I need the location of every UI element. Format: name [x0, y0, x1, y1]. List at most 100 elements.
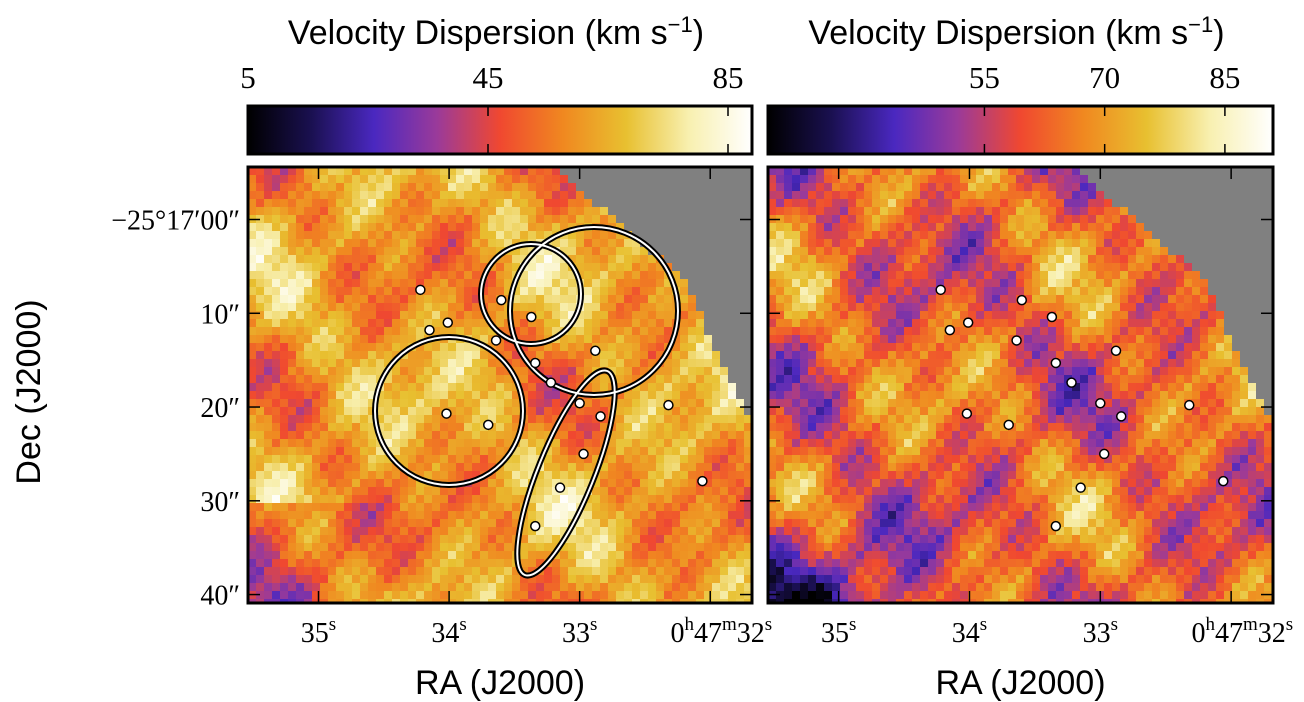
map-cell	[608, 551, 617, 560]
map-cell	[800, 271, 809, 280]
map-cell	[736, 543, 745, 552]
map-cell	[392, 231, 401, 240]
map-cell	[256, 527, 265, 536]
map-cell	[360, 207, 369, 216]
map-cell	[312, 367, 321, 376]
map-cell	[288, 455, 297, 464]
map-cell	[1104, 335, 1113, 344]
map-cell	[856, 335, 865, 344]
map-cell	[512, 503, 521, 512]
map-cell	[424, 343, 433, 352]
map-cell	[888, 183, 897, 192]
map-cell	[560, 183, 569, 192]
map-cell	[256, 423, 265, 432]
map-cell	[664, 215, 673, 224]
map-cell	[864, 255, 873, 264]
map-cell	[1032, 183, 1041, 192]
map-cell	[1128, 175, 1137, 184]
map-cell	[360, 383, 369, 392]
map-cell	[864, 303, 873, 312]
map-cell	[544, 583, 553, 592]
map-cell	[1136, 223, 1145, 232]
map-cell	[1224, 191, 1233, 200]
map-cell	[472, 519, 481, 528]
map-cell	[888, 207, 897, 216]
map-cell	[896, 191, 905, 200]
map-cell	[880, 311, 889, 320]
map-cell	[1192, 191, 1201, 200]
map-cell	[536, 503, 545, 512]
map-cell	[904, 191, 913, 200]
map-cell	[648, 191, 657, 200]
map-cell	[336, 239, 345, 248]
map-cell	[496, 367, 505, 376]
map-cell	[824, 239, 833, 248]
map-cell	[552, 447, 561, 456]
map-cell	[256, 575, 265, 584]
map-cell	[448, 559, 457, 568]
map-cell	[416, 183, 425, 192]
map-cell	[584, 503, 593, 512]
map-cell	[1256, 279, 1265, 288]
map-cell	[328, 439, 337, 448]
map-cell	[272, 239, 281, 248]
map-cell	[1264, 287, 1273, 296]
map-cell	[432, 319, 441, 328]
map-cell	[832, 199, 841, 208]
map-cell	[1048, 351, 1057, 360]
map-cell	[872, 303, 881, 312]
map-cell	[448, 511, 457, 520]
map-cell	[1040, 239, 1049, 248]
map-cell	[520, 287, 529, 296]
map-cell	[904, 343, 913, 352]
map-cell	[512, 527, 521, 536]
map-cell	[1168, 319, 1177, 328]
map-cell	[1184, 231, 1193, 240]
map-cell	[736, 551, 745, 560]
map-cell	[424, 247, 433, 256]
map-cell	[248, 535, 257, 544]
map-cell	[560, 519, 569, 528]
map-cell	[536, 479, 545, 488]
map-cell	[680, 415, 689, 424]
map-cell	[632, 271, 641, 280]
map-cell	[824, 167, 833, 176]
map-cell	[368, 519, 377, 528]
map-cell	[696, 391, 705, 400]
map-cell	[464, 399, 473, 408]
map-cell	[688, 263, 697, 272]
map-cell	[632, 335, 641, 344]
map-cell	[296, 231, 305, 240]
map-cell	[336, 495, 345, 504]
map-cell	[736, 279, 745, 288]
map-cell	[640, 423, 649, 432]
map-cell	[288, 423, 297, 432]
map-cell	[512, 207, 521, 216]
map-cell	[896, 255, 905, 264]
map-cell	[384, 455, 393, 464]
map-cell	[680, 207, 689, 216]
map-cell	[640, 495, 649, 504]
map-cell	[1176, 247, 1185, 256]
map-cell	[1200, 175, 1209, 184]
map-cell	[1176, 303, 1185, 312]
map-cell	[1160, 303, 1169, 312]
map-cell	[336, 287, 345, 296]
map-cell	[736, 351, 745, 360]
map-cell	[352, 551, 361, 560]
map-cell	[432, 511, 441, 520]
map-cell	[320, 351, 329, 360]
map-cell	[264, 271, 273, 280]
map-cell	[728, 511, 737, 520]
map-cell	[768, 271, 777, 280]
map-cell	[944, 183, 953, 192]
map-cell	[560, 375, 569, 384]
map-cell	[520, 279, 529, 288]
map-cell	[672, 407, 681, 416]
map-cell	[648, 231, 657, 240]
map-cell	[1048, 223, 1057, 232]
map-cell	[384, 559, 393, 568]
map-cell	[1248, 279, 1257, 288]
map-cell	[968, 247, 977, 256]
map-cell	[256, 463, 265, 472]
